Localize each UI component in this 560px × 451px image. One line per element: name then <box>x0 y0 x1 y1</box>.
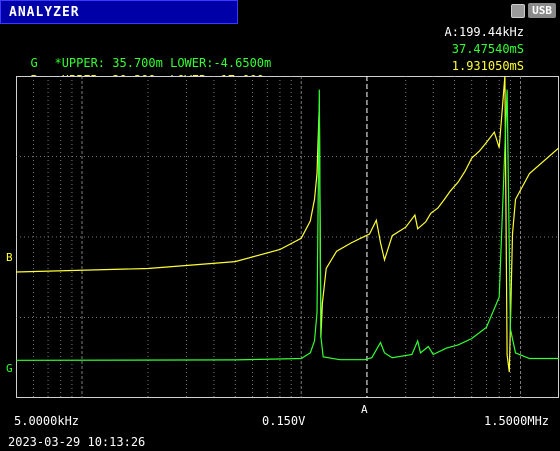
start-frequency: 5.0000kHz <box>14 414 80 428</box>
channel-g-row: G *UPPER: 35.700m LOWER:-4.6500m <box>16 42 271 70</box>
cursor-readout: A:199.44kHz <box>444 25 524 39</box>
usb-icon <box>511 3 526 18</box>
timestamp: 2023-03-29 10:13:26 <box>8 435 146 449</box>
output-level: 0.150V <box>262 414 306 428</box>
plot-grid <box>16 76 559 398</box>
channel-b-value: 1.931050mS <box>451 59 524 73</box>
window-title: ANALYZER <box>9 5 80 20</box>
channel-g-upper-label: UPPER: <box>61 56 106 70</box>
plot-frame <box>16 76 559 398</box>
channel-g-marker: G <box>6 362 13 375</box>
usb-label: USB <box>528 3 556 18</box>
trace-g <box>16 89 559 361</box>
cursor-a-marker[interactable]: A <box>361 403 368 416</box>
sweep-plot[interactable] <box>16 76 559 398</box>
usb-indicator: USB <box>511 3 556 18</box>
channel-g-lower-label: LOWER: <box>170 56 214 70</box>
channel-g-value: 37.47540mS <box>451 42 524 56</box>
channel-g-upper: 35.700m <box>112 56 163 70</box>
title-bar: ANALYZER <box>0 0 238 24</box>
trace-b <box>16 76 559 373</box>
stop-frequency: 1.5000MHz <box>484 414 550 428</box>
channel-g-label: G <box>30 56 38 70</box>
channel-g-star: * <box>54 56 62 70</box>
channel-g-lower: -4.6500m <box>213 56 272 70</box>
channel-b-marker: B <box>6 251 13 264</box>
